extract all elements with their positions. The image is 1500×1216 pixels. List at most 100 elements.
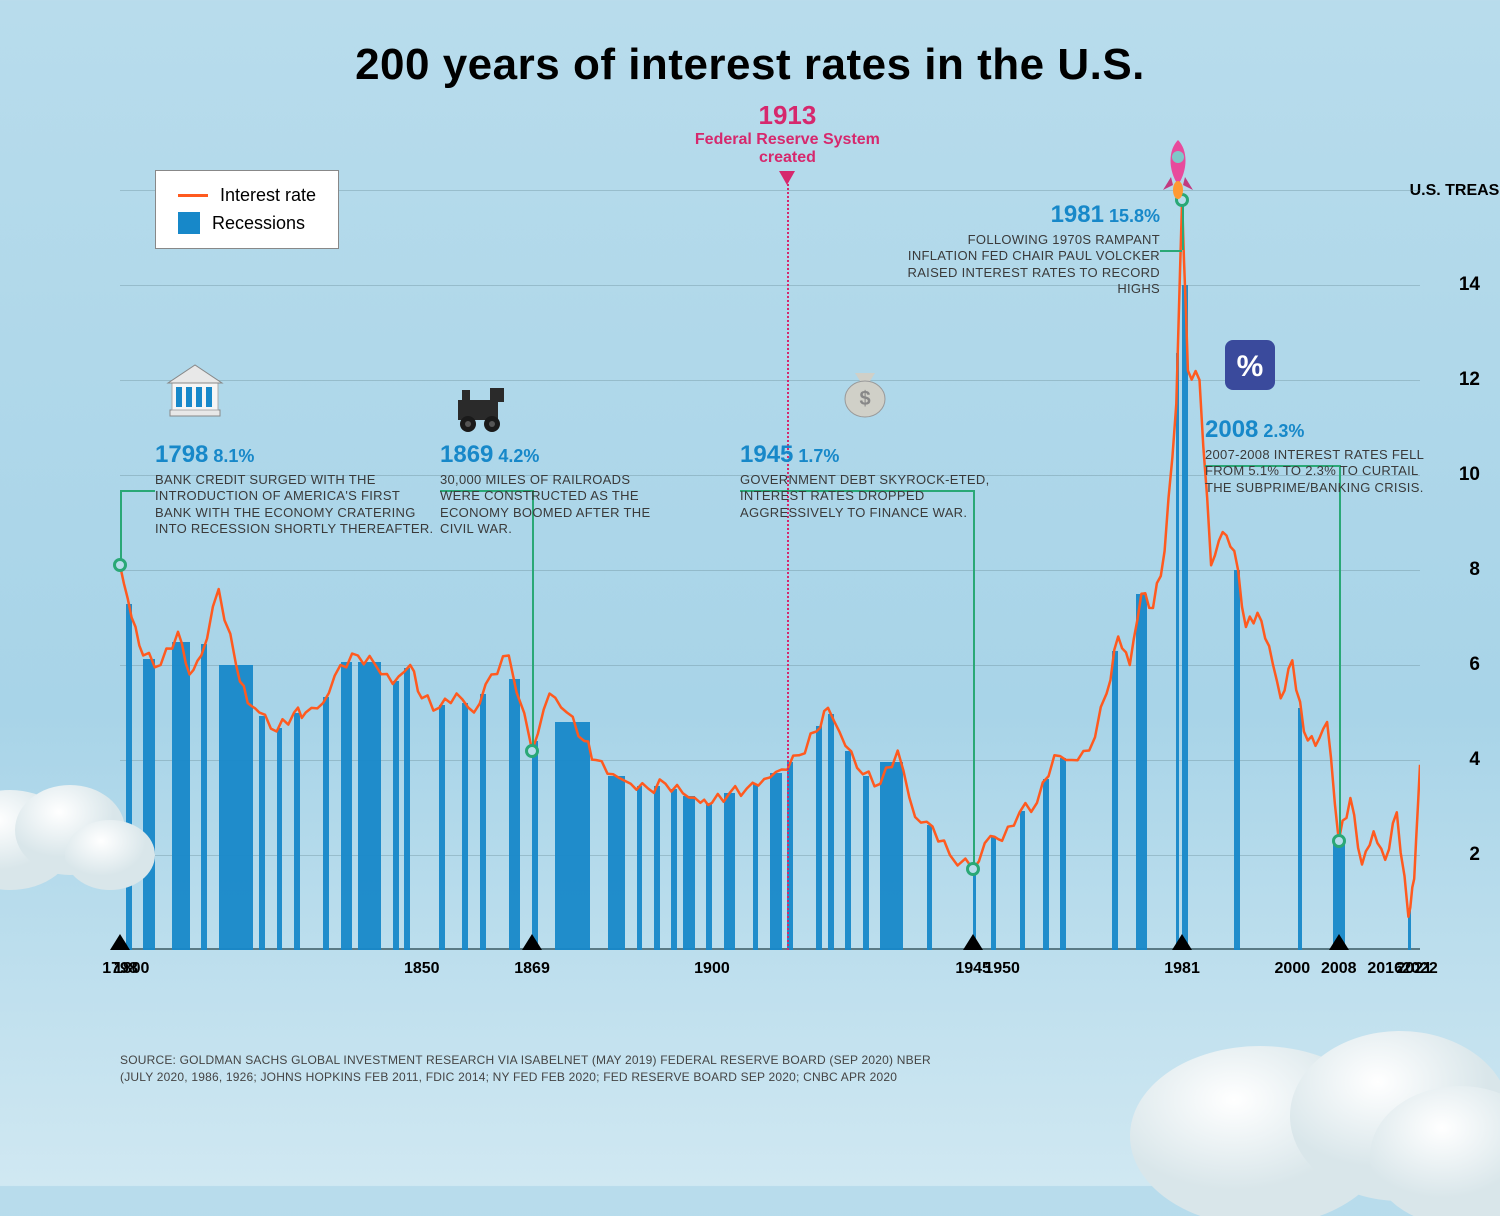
recession-bar: [294, 713, 300, 951]
pointer-line: [120, 490, 122, 565]
annotation-text: FOLLOWING 1970S RAMPANT INFLATION FED CH…: [900, 232, 1160, 297]
annotation-a1981: 1981 15.8%FOLLOWING 1970S RAMPANT INFLAT…: [900, 200, 1160, 297]
annotation-a1945: 1945 1.7% GOVERNMENT DEBT SKYROCK-ETED, I…: [740, 440, 1020, 521]
recession-bar: [323, 697, 329, 950]
annotation-year: 1798: [155, 441, 208, 468]
pointer-circle: [525, 744, 539, 758]
pointer-circle: [1332, 834, 1346, 848]
yaxis-label: U.S. TREASURY YIELD 16%: [1410, 182, 1500, 200]
xtick-label: 1950: [984, 960, 1020, 978]
marker-triangle-icon: [522, 934, 542, 950]
legend: Interest rate Recessions: [155, 170, 339, 249]
ytick-label: 4: [1469, 749, 1480, 771]
recession-bar: [671, 789, 677, 951]
marker-triangle-icon: [110, 934, 130, 950]
xtick-label: 1800: [114, 960, 150, 978]
recession-bar: [863, 776, 869, 950]
moneybag-icon: $: [830, 355, 900, 425]
annotation-text: 2007-2008 INTEREST RATES FELL FROM 5.1% …: [1205, 447, 1425, 496]
percent-icon: %: [1215, 330, 1285, 400]
recession-bar: [172, 642, 189, 950]
ytick-label: 2: [1469, 844, 1480, 866]
annotation-pct: 1.7%: [793, 446, 839, 466]
recession-bar: [393, 681, 399, 950]
ytick-label: 12: [1459, 369, 1480, 391]
recession-bar: [219, 665, 254, 950]
pointer-circle: [113, 558, 127, 572]
recession-bar: [259, 716, 265, 950]
annotation-text: GOVERNMENT DEBT SKYROCK-ETED, INTEREST R…: [740, 472, 1020, 521]
recession-bar: [816, 726, 822, 950]
recession-bar: [654, 786, 660, 950]
annotation-text: 30,000 MILES OF RAILROADS WERE CONSTRUCT…: [440, 472, 660, 537]
annotation-a2008: 2008 2.3%2007-2008 INTEREST RATES FELL F…: [1205, 415, 1425, 496]
gridline: [120, 285, 1420, 286]
recession-bar: [358, 662, 381, 950]
recession-bar: [1112, 651, 1118, 950]
xtick-label: 1900: [694, 960, 730, 978]
gridline: [120, 570, 1420, 571]
svg-text:%: %: [1237, 350, 1264, 383]
marker-triangle-icon: [1172, 934, 1192, 950]
recession-bar: [880, 762, 903, 950]
pointer-line: [120, 490, 155, 492]
recession-bar: [927, 825, 933, 950]
source-line-1: SOURCE: GOLDMAN SACHS GLOBAL INVESTMENT …: [120, 1052, 931, 1069]
gridline: [120, 760, 1420, 761]
recession-bar: [1182, 285, 1188, 950]
legend-line-label: Interest rate: [220, 185, 316, 206]
legend-line-swatch: [178, 194, 208, 197]
svg-text:$: $: [859, 388, 870, 410]
source-attribution: SOURCE: GOLDMAN SACHS GLOBAL INVESTMENT …: [120, 1052, 931, 1086]
ytick-label: 14: [1459, 274, 1480, 296]
bank-icon: [160, 355, 230, 425]
ytick-label: 10: [1459, 464, 1480, 486]
recession-bar: [509, 679, 521, 950]
annotation-pct: 4.2%: [493, 446, 539, 466]
recession-bar: [753, 784, 759, 950]
recession-bar: [724, 793, 736, 950]
chart-area: Interest rate Recessions U.S. TREASURY Y…: [120, 190, 1420, 950]
annotation-year: 1945: [740, 441, 793, 468]
recession-bar: [683, 796, 695, 950]
recession-bar: [1176, 353, 1179, 950]
recession-bar: [277, 728, 283, 950]
source-line-2: (JULY 2020, 1986, 1926; JOHNS HOPKINS FE…: [120, 1069, 931, 1086]
cloud-icon: [0, 740, 160, 900]
recession-bar: [462, 703, 468, 950]
recession-bar: [1043, 779, 1049, 950]
marker-triangle-icon: [963, 934, 983, 950]
recession-bar: [1408, 909, 1411, 950]
annotation-a1798: 1798 8.1%BANK CREDIT SURGED WITH THE INT…: [155, 440, 435, 537]
recession-bar: [637, 786, 643, 950]
xtick-label: 1869: [514, 960, 550, 978]
legend-row: Recessions: [178, 212, 316, 234]
recession-bar: [1020, 811, 1026, 950]
recession-bar: [1060, 758, 1066, 950]
triangle-down-icon: [779, 171, 795, 185]
ytick-label: 8: [1469, 559, 1480, 581]
train-icon: [450, 370, 520, 440]
fed-year: 1913: [687, 100, 887, 131]
recession-bar: [532, 741, 538, 950]
annotation-pct: 2.3%: [1258, 421, 1304, 441]
pointer-line: [1182, 200, 1184, 251]
fed-text: Federal Reserve System created: [687, 131, 887, 167]
pointer-line: [1339, 465, 1341, 841]
recession-bar: [845, 751, 851, 951]
recession-bar: [991, 837, 997, 950]
annotation-year: 1869: [440, 441, 493, 468]
legend-bar-swatch: [178, 212, 200, 234]
fed-reserve-line: [787, 180, 789, 950]
pointer-line: [973, 490, 975, 869]
annotation-text: BANK CREDIT SURGED WITH THE INTRODUCTION…: [155, 472, 435, 537]
recession-bar: [439, 705, 445, 950]
ytick-label: 6: [1469, 654, 1480, 676]
rocket-icon: [1143, 135, 1213, 205]
annotation-pct: 15.8%: [1104, 206, 1160, 226]
cloud-icon: [1120, 956, 1500, 1216]
xtick-label: 1850: [404, 960, 440, 978]
gridline: [120, 665, 1420, 666]
recession-bar: [404, 668, 410, 950]
recession-bar: [1234, 570, 1240, 950]
